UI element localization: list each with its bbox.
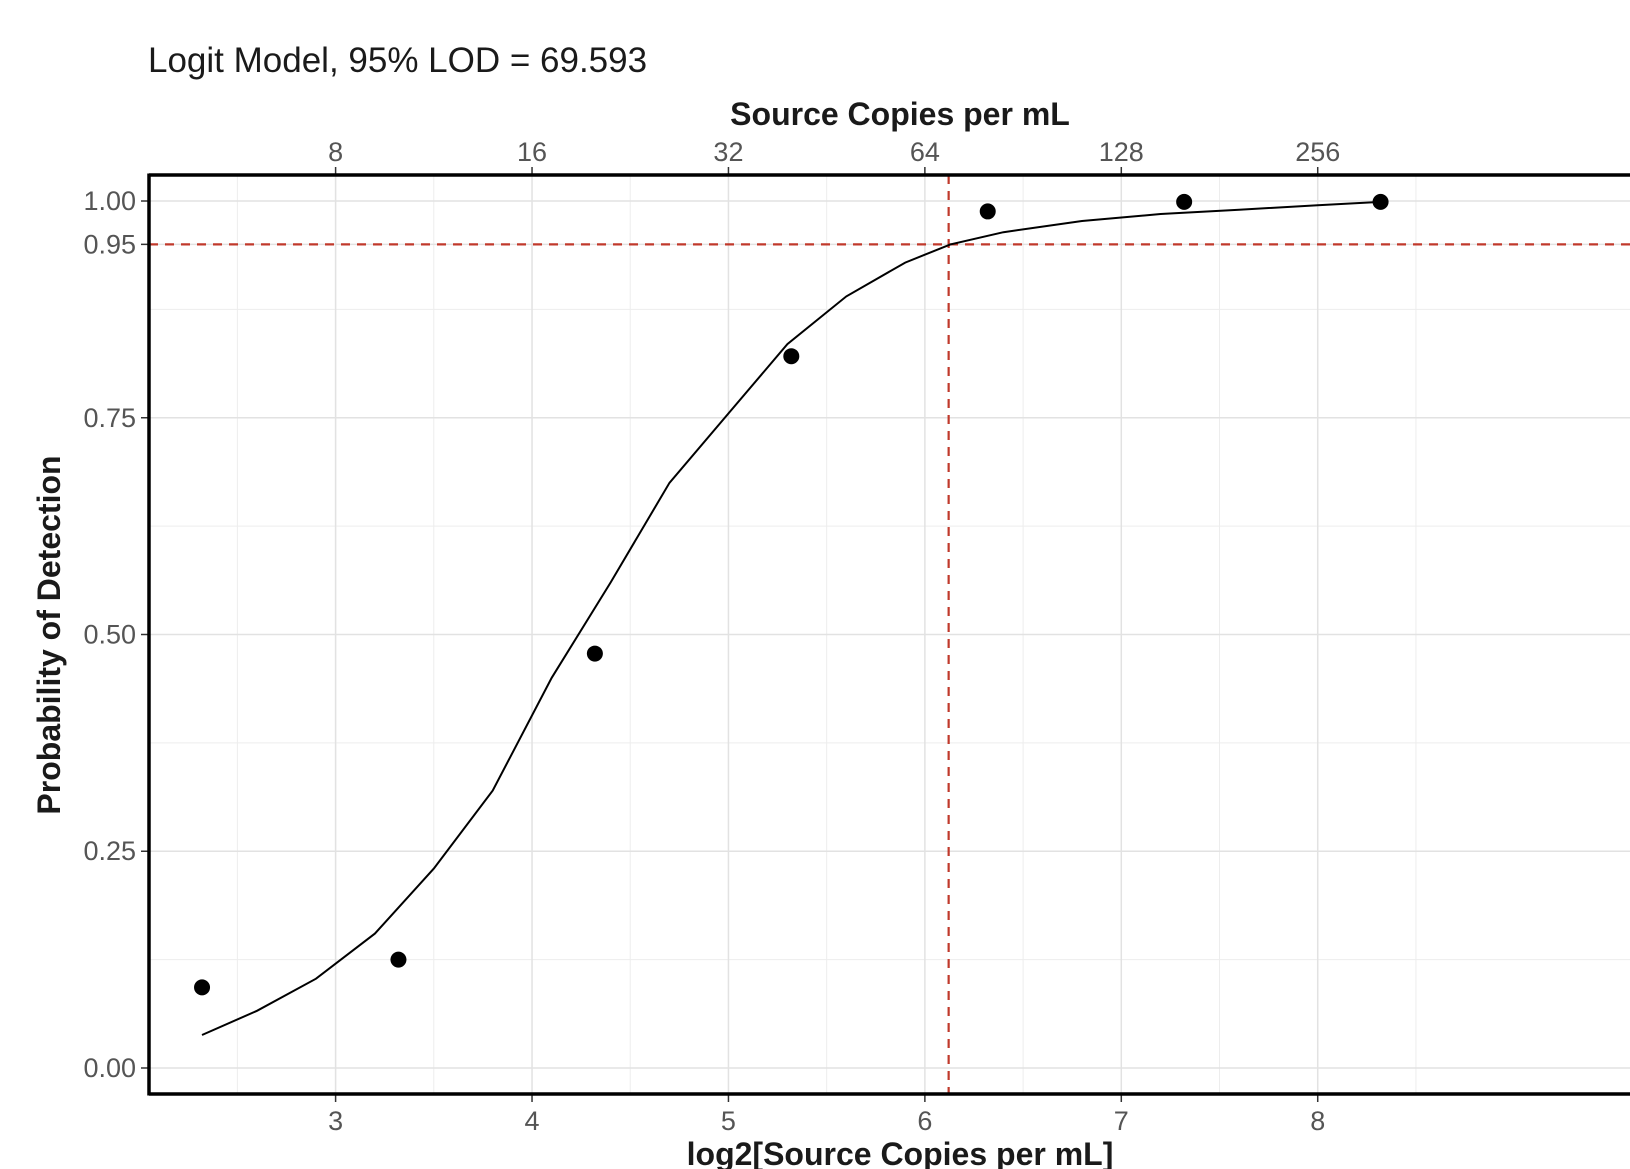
x-tick-label: 5: [721, 1106, 736, 1136]
data-point: [1373, 194, 1389, 210]
chart-title: Logit Model, 95% LOD = 69.593: [148, 41, 647, 80]
data-point: [980, 203, 996, 219]
top-tick-label: 128: [1099, 137, 1144, 167]
top-tick-label: 256: [1295, 137, 1340, 167]
grid: [149, 175, 1630, 1094]
logit-curve: [202, 202, 1381, 1035]
x-tick-label: 4: [525, 1106, 540, 1136]
tick-labels: 3 4 5 6 7 8 8 16 32 64 128 256 0.00 0.25 0.50 0.75 0.95 1…: [83, 137, 1340, 1136]
fitted-curve: [202, 202, 1381, 1035]
x-tick-label: 7: [1114, 1106, 1129, 1136]
y-tick-label: 0.75: [83, 403, 136, 433]
y-tick-label: 0.00: [83, 1053, 136, 1083]
y-tick-label: 0.95: [83, 229, 136, 259]
top-tick-label: 8: [328, 137, 343, 167]
data-point: [587, 646, 603, 662]
y-tick-label: 0.50: [83, 620, 136, 650]
data-point: [194, 979, 210, 995]
x-tick-label: 3: [328, 1106, 343, 1136]
data-point: [390, 952, 406, 968]
y-axis-title: Probability of Detection: [31, 455, 67, 814]
y-tick-label: 0.25: [83, 836, 136, 866]
top-tick-label: 16: [517, 137, 547, 167]
data-point: [783, 348, 799, 364]
top-tick-label: 32: [713, 137, 743, 167]
data-points: [194, 194, 1389, 995]
top-axis-title: Source Copies per mL: [730, 96, 1070, 132]
y-tick-label: 1.00: [83, 186, 136, 216]
x-tick-label: 6: [917, 1106, 932, 1136]
x-axis-title: log2[Source Copies per mL]: [687, 1136, 1114, 1169]
x-tick-label: 8: [1310, 1106, 1325, 1136]
data-point: [1176, 194, 1192, 210]
top-tick-label: 64: [910, 137, 940, 167]
